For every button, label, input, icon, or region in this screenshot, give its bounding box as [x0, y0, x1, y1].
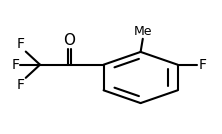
Text: Me: Me — [134, 25, 152, 38]
Text: F: F — [17, 78, 25, 92]
Text: F: F — [198, 58, 206, 72]
Text: O: O — [63, 33, 76, 48]
Text: F: F — [17, 37, 25, 51]
Text: F: F — [11, 58, 19, 72]
